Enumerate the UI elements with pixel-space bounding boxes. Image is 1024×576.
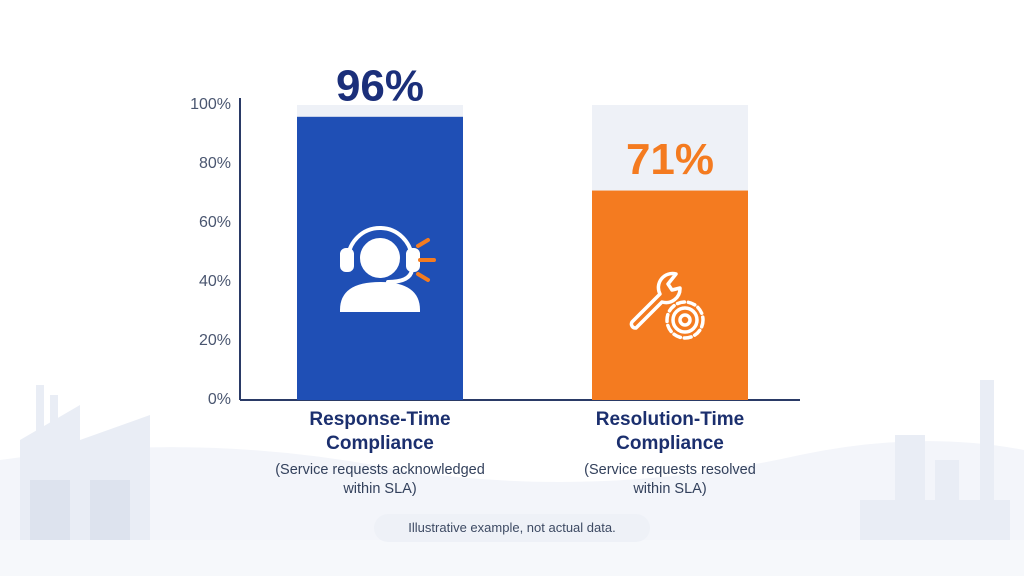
bar [592, 190, 748, 400]
icon-part [678, 313, 692, 327]
tools-icon [629, 271, 705, 340]
y-tick-label: 60% [199, 214, 231, 231]
icon-part [416, 272, 430, 282]
y-tick-label: 80% [199, 155, 231, 172]
icon-part [346, 226, 414, 262]
category-label: Response-Time Compliance [309, 409, 451, 454]
category-description: (Service requests resolved within SLA) [584, 462, 756, 497]
category-description: (Service requests acknowledged within SL… [275, 462, 485, 497]
icon-part [340, 248, 354, 272]
background-skyline [0, 380, 1024, 576]
category-label: Resolution-Time Compliance [595, 409, 745, 454]
icon-part [406, 248, 420, 272]
icon-part [360, 238, 400, 278]
value-label: 96% [336, 61, 424, 110]
icon-part [339, 281, 421, 312]
icon-part [416, 238, 430, 248]
y-tick-label: 100% [190, 96, 231, 113]
icon-part [665, 300, 705, 340]
icon-part [671, 306, 699, 334]
y-tick-label: 0% [208, 391, 231, 408]
value-label: 71% [626, 135, 714, 184]
note: Illustrative example, not actual data. [374, 514, 650, 542]
headset-icon [339, 226, 436, 312]
y-tick-label: 20% [199, 332, 231, 349]
y-tick-label: 40% [199, 273, 231, 290]
icon-part [386, 268, 414, 284]
icon-part [629, 271, 682, 330]
